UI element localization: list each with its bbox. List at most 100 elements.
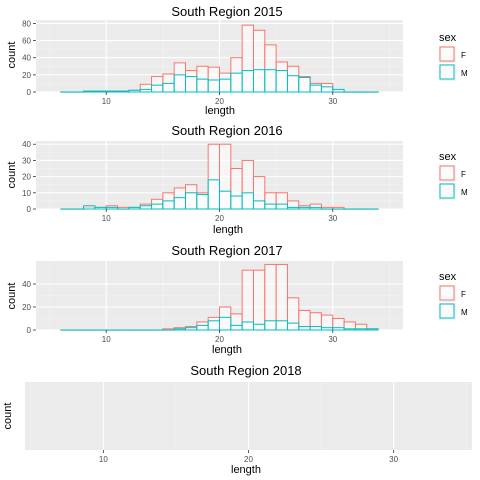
bar-m bbox=[105, 90, 119, 93]
bar-m bbox=[252, 200, 266, 210]
bar-m bbox=[309, 326, 322, 331]
bar-m bbox=[128, 206, 141, 210]
x-axis-label: length bbox=[231, 464, 261, 476]
y-tick-label: 0 bbox=[27, 326, 32, 335]
bar-m bbox=[105, 206, 119, 210]
legend: sex F M bbox=[439, 32, 468, 81]
legend-item-m: M bbox=[439, 303, 468, 320]
x-tick-label: 10 bbox=[102, 97, 111, 106]
bar-m bbox=[343, 328, 356, 331]
x-axis: 10 20 30 bbox=[102, 209, 338, 223]
bar-m bbox=[117, 90, 130, 93]
bar-m bbox=[162, 82, 175, 93]
bar-m bbox=[219, 316, 232, 331]
bar-f bbox=[264, 263, 277, 331]
x-axis: 10 20 30 bbox=[102, 92, 338, 106]
bar-m bbox=[185, 327, 198, 331]
bar-m bbox=[219, 190, 232, 210]
legend-item-f: F bbox=[439, 46, 466, 63]
bar-m bbox=[286, 75, 300, 93]
bar-m bbox=[196, 78, 209, 93]
bar-m bbox=[320, 327, 334, 331]
y-axis-label: count bbox=[6, 42, 18, 69]
bar-m bbox=[185, 76, 198, 93]
bar-m bbox=[264, 69, 277, 93]
bar-m bbox=[173, 328, 187, 331]
legend-item-m: M bbox=[439, 183, 468, 200]
bar-f bbox=[275, 263, 288, 331]
chart-title: South Region 2016 bbox=[171, 123, 282, 138]
bar-m bbox=[332, 88, 345, 93]
bar-m bbox=[354, 328, 368, 331]
bar-m bbox=[196, 324, 209, 331]
y-axis: 0 10 20 30 40 bbox=[22, 140, 36, 214]
chart-panel-2016: South Region 2016 0 10 20 30 40 10 20 30 count… bbox=[6, 123, 468, 236]
x-tick-label: 30 bbox=[328, 214, 337, 223]
x-tick-label: 10 bbox=[102, 214, 111, 223]
bar-m bbox=[196, 193, 209, 210]
legend-item-m: M bbox=[439, 64, 468, 81]
y-tick-label: 20 bbox=[22, 71, 31, 80]
bar-m bbox=[275, 70, 288, 93]
bar-m bbox=[207, 179, 220, 210]
y-tick-label: 80 bbox=[22, 19, 31, 28]
legend-label-f: F bbox=[461, 290, 466, 299]
y-axis-label: count bbox=[6, 283, 18, 310]
bar-m bbox=[162, 200, 175, 210]
y-axis-label: count bbox=[6, 162, 18, 189]
y-tick-label: 0 bbox=[27, 205, 32, 214]
y-tick-label: 10 bbox=[22, 189, 31, 198]
y-tick-label: 20 bbox=[22, 303, 31, 312]
bar-m bbox=[309, 206, 322, 210]
bar-m bbox=[320, 86, 334, 93]
bar-m bbox=[83, 205, 96, 210]
x-axis: 10 20 30 bbox=[102, 330, 338, 344]
y-axis: 0 20 40 60 80 bbox=[22, 19, 36, 97]
bar-m bbox=[275, 320, 288, 331]
x-tick-label: 10 bbox=[99, 455, 108, 464]
x-axis-label: length bbox=[205, 105, 235, 117]
x-tick-label: 20 bbox=[215, 97, 224, 106]
x-tick-label: 20 bbox=[215, 335, 224, 344]
x-tick-label: 30 bbox=[389, 455, 398, 464]
legend-title: sex bbox=[439, 32, 457, 44]
bar-m bbox=[139, 88, 153, 93]
histogram-bars bbox=[60, 143, 379, 210]
legend-swatch-f bbox=[439, 285, 455, 301]
bar-m bbox=[185, 192, 198, 210]
bar-m bbox=[94, 90, 107, 93]
bar-m bbox=[219, 78, 232, 93]
chart-title: South Region 2018 bbox=[190, 363, 301, 378]
legend-label-m: M bbox=[461, 69, 468, 78]
bar-m bbox=[241, 321, 254, 331]
x-tick-label: 30 bbox=[328, 97, 337, 106]
y-tick-label: 40 bbox=[22, 54, 31, 63]
bar-m bbox=[252, 69, 266, 93]
legend-item-f: F bbox=[439, 165, 466, 182]
bar-m bbox=[83, 90, 96, 93]
bar-m bbox=[173, 74, 187, 93]
legend-item-f: F bbox=[439, 285, 466, 302]
x-tick-label: 10 bbox=[102, 335, 111, 344]
legend-title: sex bbox=[439, 151, 457, 163]
legend-swatch-m bbox=[439, 303, 455, 319]
y-tick-label: 20 bbox=[22, 173, 31, 182]
bar-m bbox=[309, 84, 322, 93]
bar-m bbox=[298, 206, 311, 210]
x-axis-label: length bbox=[213, 224, 243, 236]
histogram-bars bbox=[60, 24, 379, 93]
bar-m bbox=[173, 197, 187, 210]
legend-label-m: M bbox=[461, 308, 468, 317]
chart-panel-2015: South Region 2015 0 20 40 60 80 10 20 30 count… bbox=[6, 4, 468, 117]
bar-m bbox=[139, 205, 153, 210]
bar-m bbox=[207, 320, 220, 331]
bar-m bbox=[230, 195, 243, 210]
bar-m bbox=[94, 206, 107, 210]
chart-panel-2017: South Region 2017 0 20 40 10 20 30 count len… bbox=[6, 243, 468, 356]
legend-swatch-f bbox=[439, 46, 455, 62]
bar-m bbox=[252, 323, 266, 331]
legend-title: sex bbox=[439, 271, 457, 283]
bar-m bbox=[286, 322, 300, 331]
y-tick-label: 40 bbox=[22, 140, 31, 149]
